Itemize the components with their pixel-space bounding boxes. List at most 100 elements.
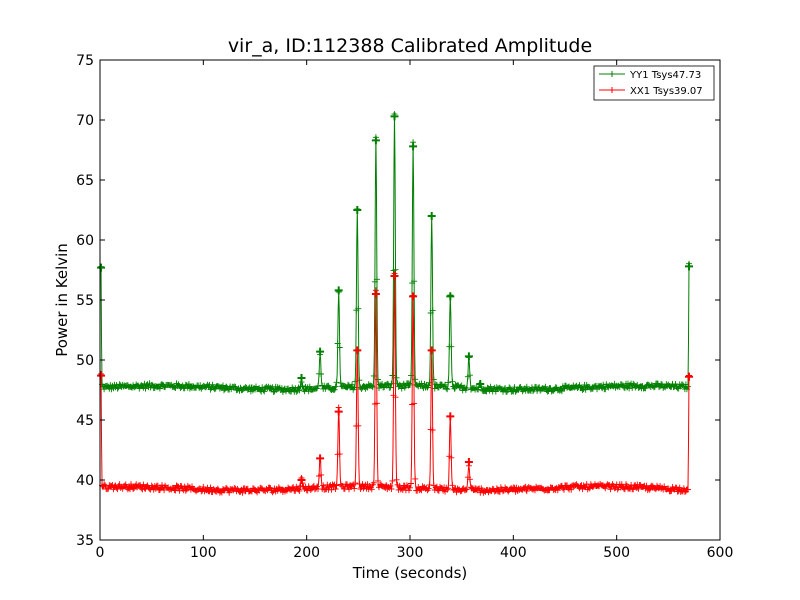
data-point-marker: [333, 482, 340, 489]
data-point-marker: [171, 487, 178, 493]
data-point-marker: [466, 476, 473, 483]
data-point-marker: [493, 485, 500, 492]
data-point-marker: [320, 482, 327, 489]
data-point-marker: [296, 387, 303, 394]
data-point-marker: [373, 400, 380, 407]
series-markers: [98, 111, 692, 395]
data-point-marker: [635, 485, 642, 492]
data-point-marker: [568, 486, 575, 493]
data-point-marker: [445, 485, 452, 492]
x-tick-label: 300: [397, 545, 424, 561]
data-point-marker: [411, 400, 418, 407]
peak-marker: [464, 352, 473, 361]
data-point-marker: [630, 486, 637, 493]
y-tick-label: 45: [76, 413, 94, 429]
data-point-marker: [182, 487, 189, 494]
x-axis-label: Time (seconds): [352, 564, 468, 582]
data-point-marker: [434, 487, 441, 494]
data-point-marker: [269, 489, 276, 496]
data-point-marker: [352, 480, 359, 487]
data-point-marker: [140, 481, 147, 488]
data-point-marker: [352, 378, 359, 385]
data-point-marker: [296, 487, 303, 494]
data-point-marker: [523, 488, 530, 495]
ticks-layer: 0 100 200 300 400 500 600 35 40 45 50 55 60 65 70 75: [76, 53, 733, 561]
data-point-marker: [621, 486, 628, 493]
series-2: [97, 270, 693, 496]
peak-marker: [97, 263, 106, 272]
data-point-marker: [412, 475, 419, 482]
data-point-marker: [355, 305, 362, 312]
peak-marker: [446, 412, 455, 421]
data-point-marker: [379, 380, 386, 387]
data-point-marker: [137, 482, 144, 489]
data-point-marker: [368, 486, 375, 493]
data-point-marker: [331, 386, 338, 393]
data-point-marker: [370, 479, 377, 486]
peak-marker: [316, 454, 325, 463]
peak-marker: [685, 262, 693, 271]
data-point-marker: [185, 381, 192, 387]
data-point-marker: [457, 383, 464, 390]
peak-marker: [446, 292, 455, 301]
data-point-marker: [557, 386, 564, 393]
data-point-marker: [407, 484, 413, 491]
data-point-marker: [500, 488, 506, 495]
data-point-marker: [626, 385, 633, 392]
data-point-marker: [101, 386, 108, 393]
data-point-marker: [676, 484, 683, 491]
peak-marker: [390, 272, 399, 280]
data-point-marker: [403, 482, 410, 489]
peak-marker: [464, 458, 473, 466]
data-point-marker: [375, 477, 381, 484]
data-point-marker: [261, 388, 268, 395]
data-point-marker: [375, 376, 381, 383]
data-point-marker: [226, 489, 233, 496]
data-point-marker: [336, 451, 343, 458]
data-point-marker: [463, 486, 470, 493]
peak-marker: [353, 346, 362, 355]
data-point-marker: [328, 486, 335, 493]
data-point-marker: [448, 454, 455, 461]
data-point-marker: [146, 485, 153, 492]
data-point-marker: [388, 486, 395, 492]
data-point-marker: [302, 483, 309, 490]
data-point-marker: [239, 489, 246, 496]
data-point-marker: [341, 485, 348, 492]
data-point-marker: [406, 487, 412, 494]
peak-marker: [334, 407, 343, 416]
data-point-marker: [411, 278, 418, 285]
data-point-marker: [108, 483, 115, 490]
data-point-marker: [156, 385, 163, 392]
data-point-marker: [412, 376, 419, 383]
data-point-marker: [408, 372, 414, 379]
peak-marker: [476, 380, 485, 388]
data-point-marker: [268, 385, 275, 392]
data-point-marker: [209, 381, 216, 388]
y-tick-label: 40: [76, 473, 94, 489]
data-point-marker: [220, 382, 226, 389]
data-point-marker: [656, 384, 662, 391]
data-point-marker: [475, 386, 482, 393]
data-point-marker: [561, 385, 567, 392]
peak-marker: [685, 372, 693, 381]
peak-marker: [334, 286, 343, 295]
data-point-marker: [306, 383, 313, 390]
data-point-marker: [646, 486, 653, 493]
series-1: [97, 111, 693, 395]
data-point-marker: [449, 378, 456, 385]
data-point-marker: [159, 482, 165, 489]
peak-marker: [427, 212, 436, 220]
data-point-marker: [444, 386, 451, 393]
data-point-marker: [221, 387, 227, 394]
data-point-marker: [661, 483, 668, 490]
legend: YY1 Tsys47.73 XX1 Tsys39.07: [593, 65, 715, 101]
data-point-marker: [128, 481, 134, 488]
data-point-marker: [425, 485, 432, 492]
series-markers: [98, 270, 692, 496]
data-point-marker: [148, 381, 155, 388]
data-point-marker: [429, 427, 436, 434]
legend-box: [593, 65, 715, 101]
y-tick-label: 75: [76, 53, 94, 69]
x-tick-label: 100: [190, 545, 217, 561]
